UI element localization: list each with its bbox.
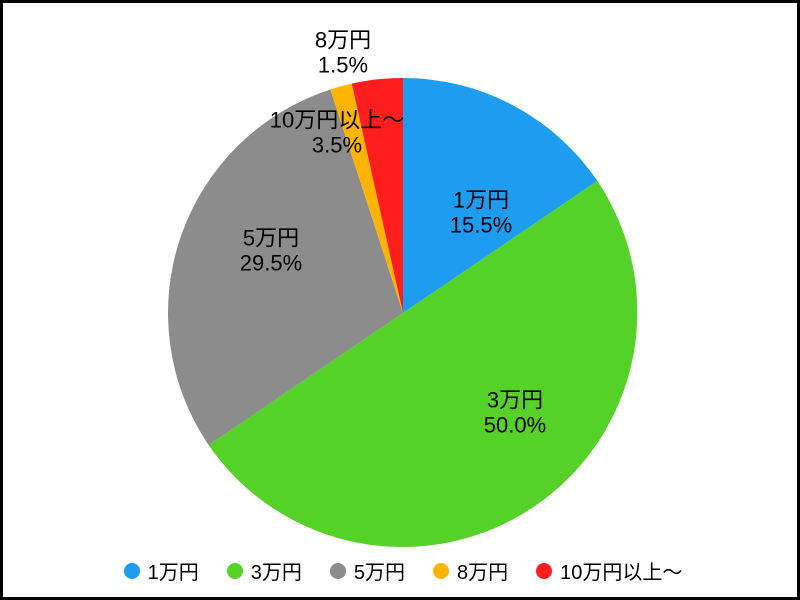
slice-label-2: 5万円 29.5%	[240, 226, 302, 277]
legend-label-3: 8万円	[457, 556, 508, 585]
slice-label-0-pct: 15.5%	[450, 213, 512, 238]
legend-dot-4	[536, 563, 552, 579]
legend: 1万円 3万円 5万円 8万円 10万円以上〜	[3, 556, 800, 585]
legend-item-1: 3万円	[227, 556, 302, 585]
slice-label-1: 3万円 50.0%	[484, 388, 546, 439]
slice-label-2-pct: 29.5%	[240, 251, 302, 276]
slice-label-4: 10万円以上〜 3.5%	[270, 108, 404, 159]
legend-item-0: 1万円	[124, 556, 199, 585]
chart-frame: 1万円 15.5% 3万円 50.0% 5万円 29.5% 8万円 1.5% 1…	[0, 0, 800, 600]
slice-label-3-name: 8万円	[315, 28, 371, 53]
slice-label-1-name: 3万円	[487, 388, 543, 413]
legend-label-0: 1万円	[148, 556, 199, 585]
legend-item-3: 8万円	[433, 556, 508, 585]
slice-label-4-name: 10万円以上〜	[270, 108, 404, 133]
slice-label-3-pct: 1.5%	[318, 53, 368, 78]
legend-dot-1	[227, 563, 243, 579]
slice-label-2-name: 5万円	[243, 226, 299, 251]
legend-item-2: 5万円	[330, 556, 405, 585]
legend-label-2: 5万円	[354, 556, 405, 585]
slice-label-3: 8万円 1.5%	[315, 28, 371, 79]
pie-chart: 1万円 15.5% 3万円 50.0% 5万円 29.5% 8万円 1.5% 1…	[3, 13, 800, 553]
legend-item-4: 10万円以上〜	[536, 556, 682, 585]
legend-dot-3	[433, 563, 449, 579]
slice-label-0: 1万円 15.5%	[450, 188, 512, 239]
legend-label-1: 3万円	[251, 556, 302, 585]
legend-dot-0	[124, 563, 140, 579]
slice-label-1-pct: 50.0%	[484, 413, 546, 438]
legend-label-4: 10万円以上〜	[560, 556, 682, 585]
legend-dot-2	[330, 563, 346, 579]
slice-label-4-pct: 3.5%	[312, 133, 362, 158]
slice-label-0-name: 1万円	[453, 188, 509, 213]
